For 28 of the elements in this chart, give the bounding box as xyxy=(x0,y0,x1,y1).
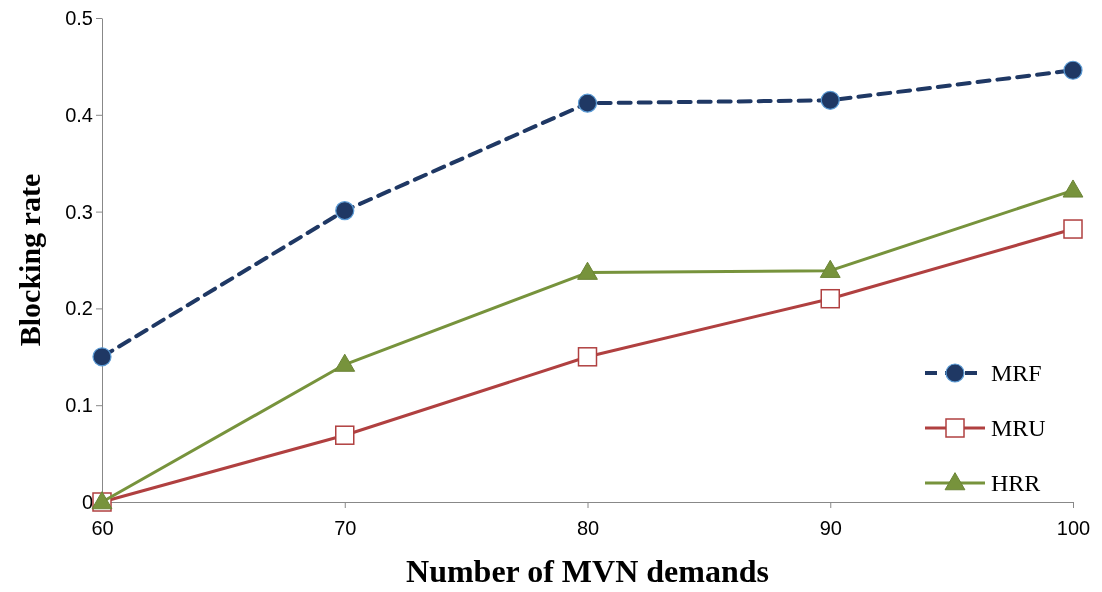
y-tick-label: 0.1 xyxy=(65,394,93,417)
point xyxy=(819,259,841,278)
legend-label: MRU xyxy=(991,415,1046,442)
y-tick-label: 0.5 xyxy=(65,6,93,29)
y-axis-title: Blocking rate xyxy=(13,173,46,347)
point xyxy=(577,261,598,280)
y-tick-label: 0.3 xyxy=(65,200,93,223)
point xyxy=(1063,60,1083,80)
point xyxy=(820,90,840,110)
legend-label: MRF xyxy=(991,360,1042,387)
x-tick-label: 100 xyxy=(1056,517,1091,539)
x-tick-label: 90 xyxy=(819,517,842,539)
point xyxy=(577,93,598,113)
legend-label: HRR xyxy=(991,470,1041,497)
point xyxy=(1062,179,1084,198)
point xyxy=(92,347,112,367)
point xyxy=(335,425,355,445)
point xyxy=(335,201,355,221)
x-tick-label: 80 xyxy=(576,517,600,539)
point xyxy=(577,347,598,367)
x-axis-title: Number of MVN demands xyxy=(406,553,769,589)
point xyxy=(820,288,840,309)
point xyxy=(1063,219,1083,239)
y-tick-label: 0.4 xyxy=(65,103,93,126)
point xyxy=(334,353,356,372)
x-tick-label: 60 xyxy=(91,517,114,539)
x-tick-label: 70 xyxy=(334,517,357,539)
y-tick-label: 0.2 xyxy=(65,297,93,320)
